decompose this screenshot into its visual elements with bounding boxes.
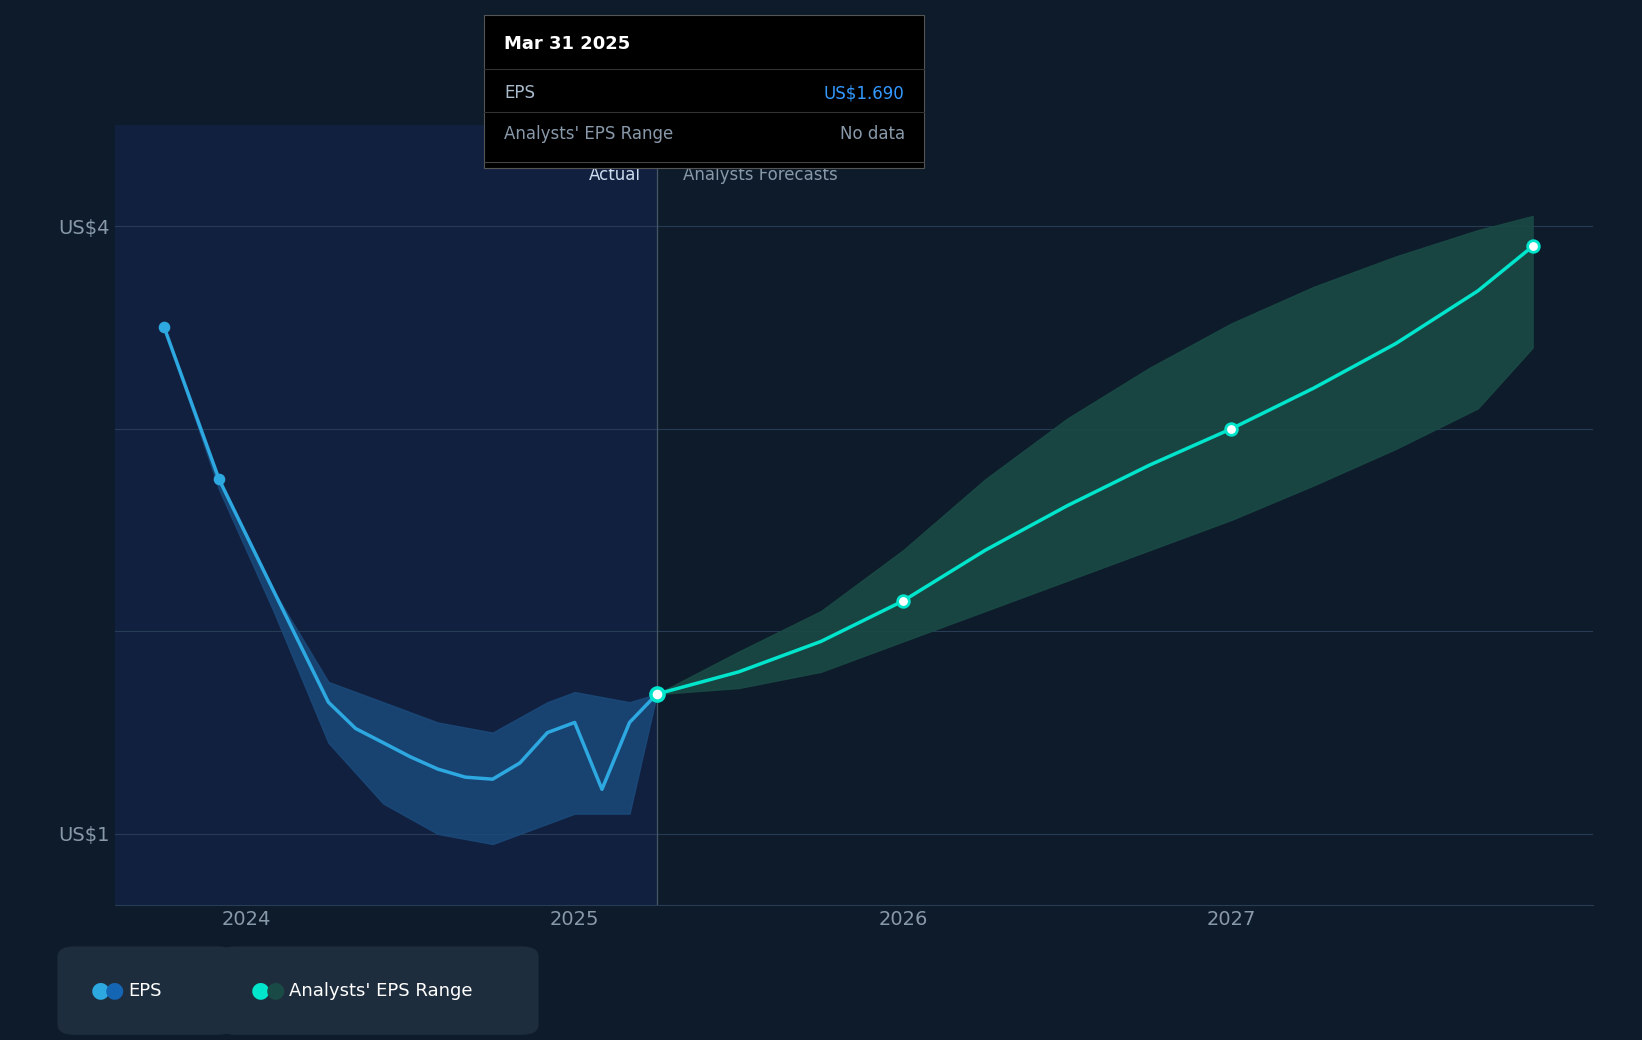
Bar xyxy=(657,125,1593,905)
Text: Mar 31 2025: Mar 31 2025 xyxy=(504,34,631,53)
Text: Analysts Forecasts: Analysts Forecasts xyxy=(683,166,837,184)
Text: No data: No data xyxy=(839,125,905,144)
Point xyxy=(644,685,670,702)
Text: Actual: Actual xyxy=(588,166,640,184)
Text: ●: ● xyxy=(90,981,110,1000)
Text: EPS: EPS xyxy=(504,84,535,102)
Point xyxy=(205,471,232,488)
Point xyxy=(1519,238,1545,255)
Text: ●: ● xyxy=(251,981,271,1000)
Point xyxy=(890,593,916,609)
Text: Analysts' EPS Range: Analysts' EPS Range xyxy=(289,982,473,999)
Text: ●: ● xyxy=(266,981,286,1000)
Text: EPS: EPS xyxy=(128,982,161,999)
Text: Analysts' EPS Range: Analysts' EPS Range xyxy=(504,125,673,144)
Point xyxy=(151,319,177,336)
Text: ●: ● xyxy=(105,981,125,1000)
Point xyxy=(1218,420,1245,437)
Text: US$1.690: US$1.690 xyxy=(824,84,905,102)
Bar xyxy=(115,125,657,905)
